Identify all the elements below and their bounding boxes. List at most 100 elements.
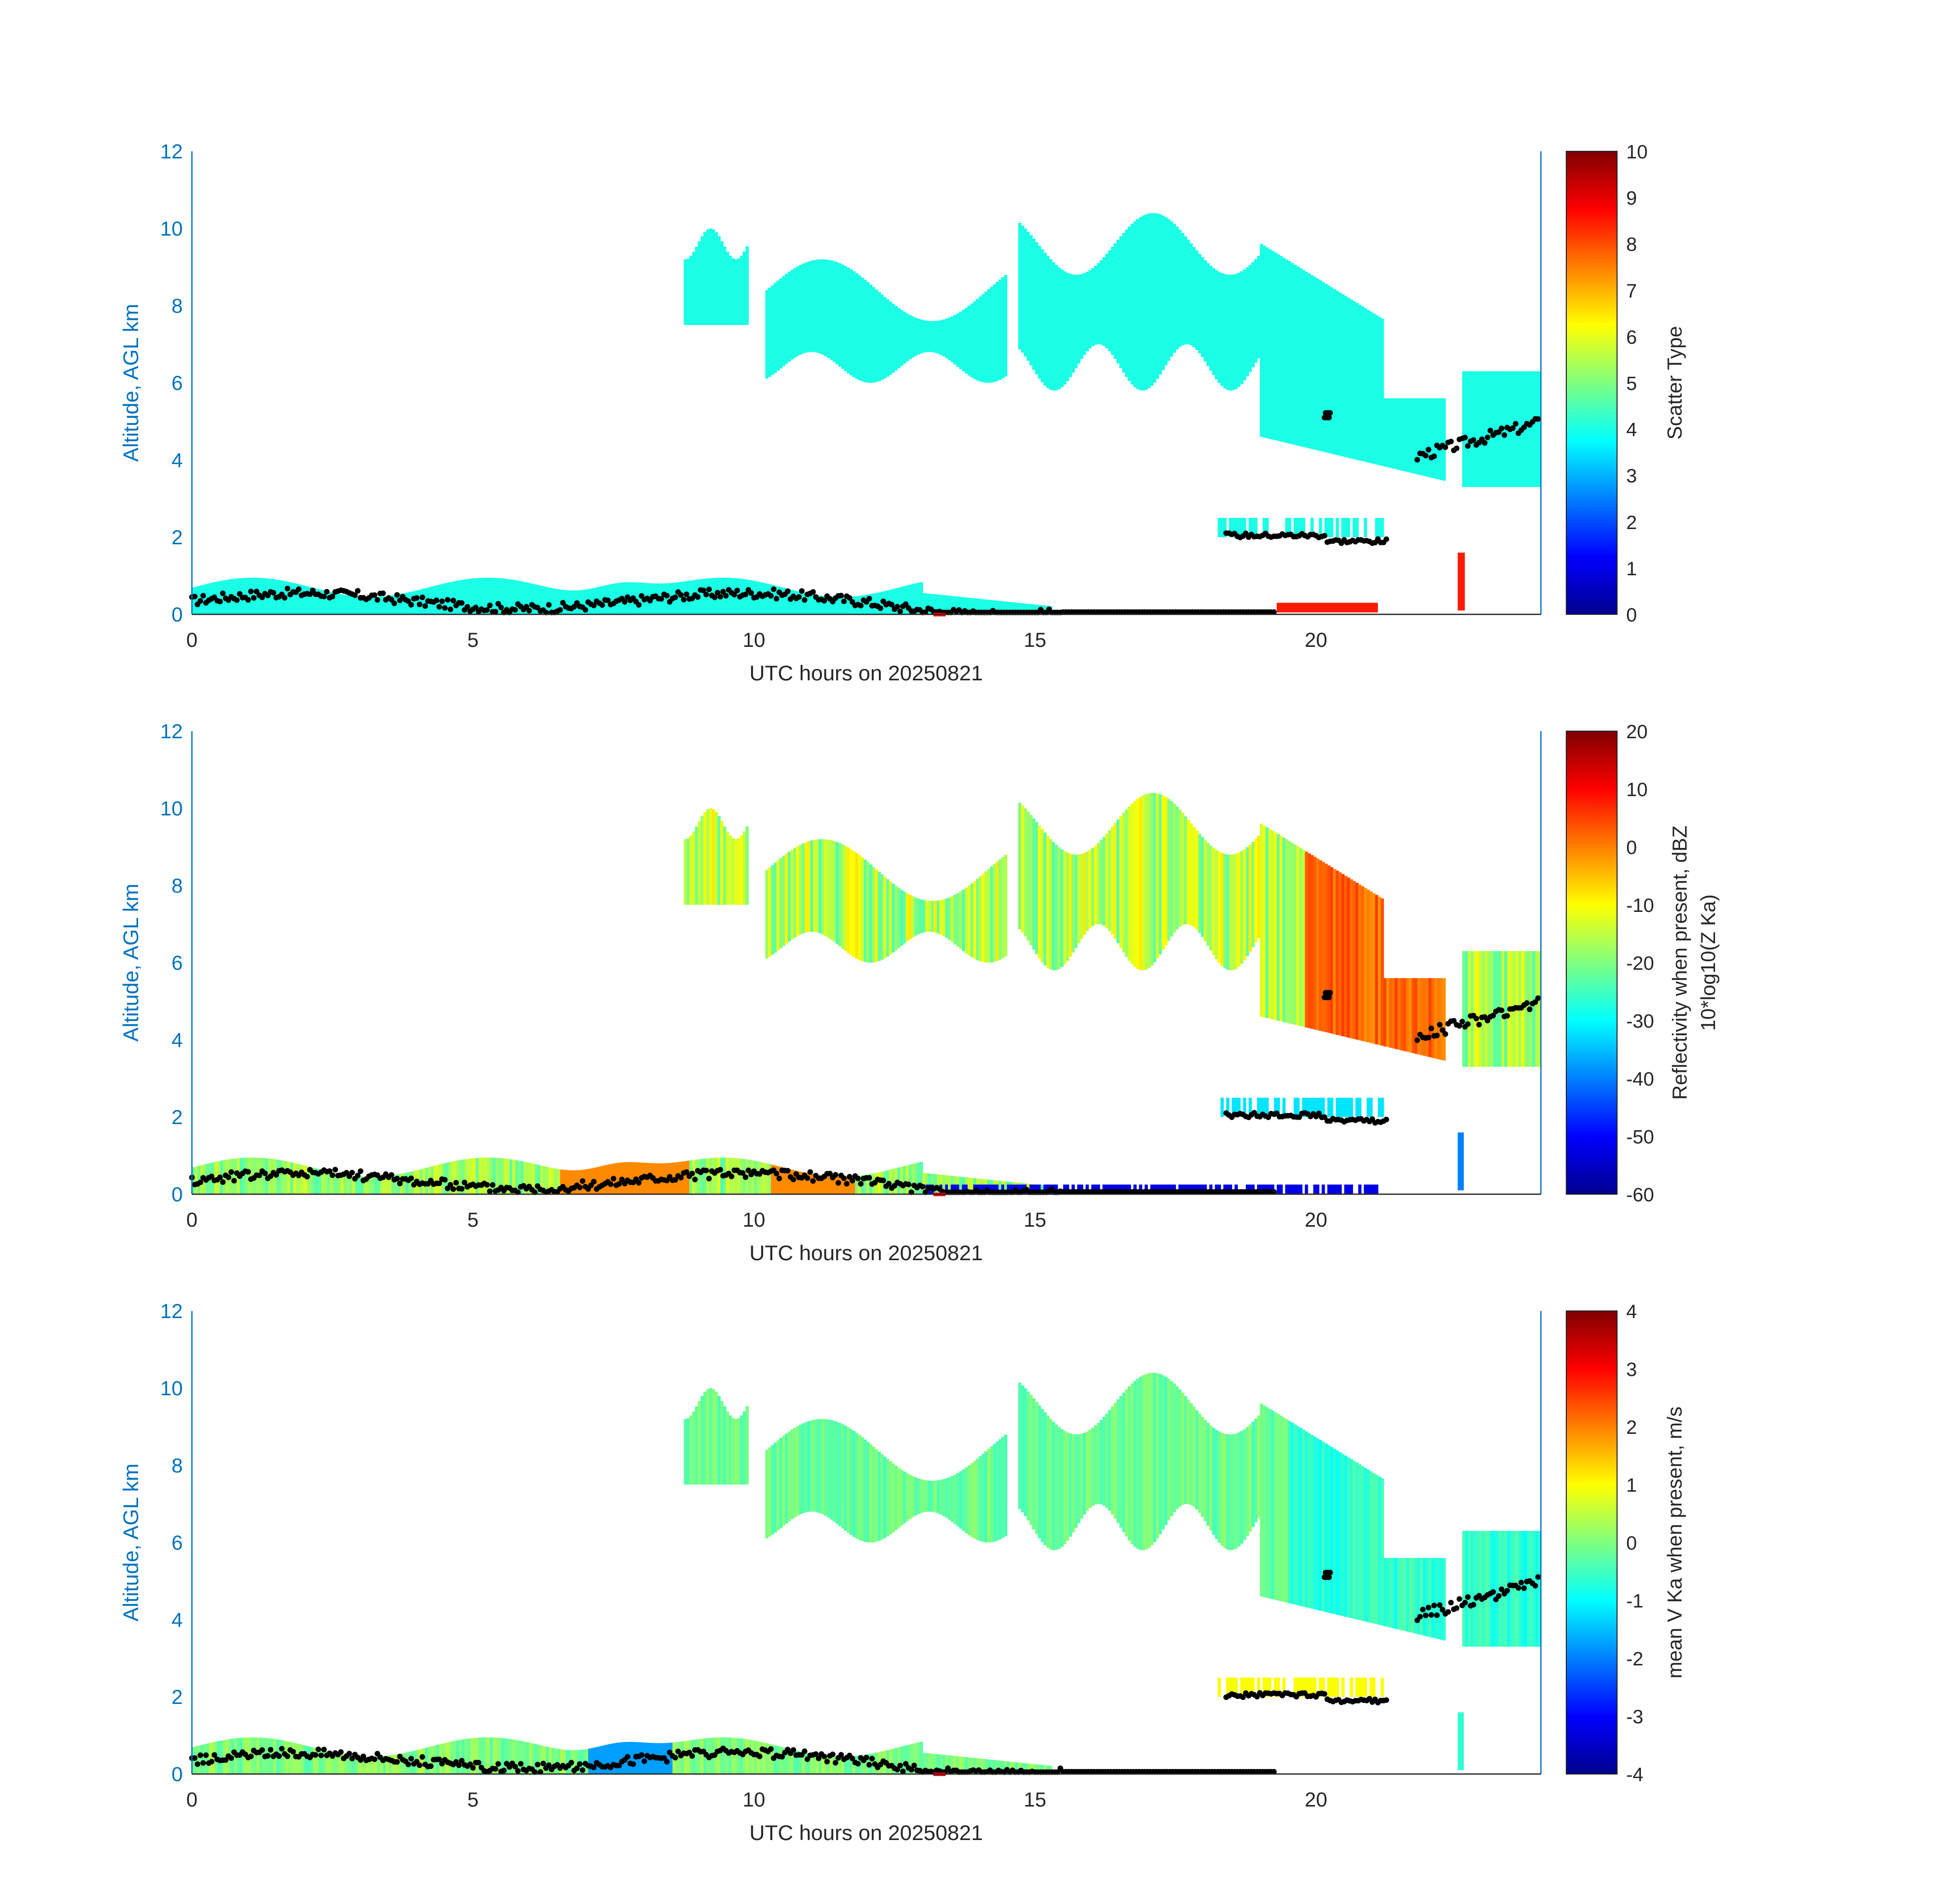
cloud-column: [1485, 951, 1488, 1067]
boundary-layer-column: [458, 1739, 463, 1774]
cloud-base-dot: [849, 1755, 855, 1761]
cloud-base-dot: [672, 594, 678, 600]
cloud-base-dot: [394, 1759, 400, 1765]
cloud-column: [1139, 217, 1142, 390]
cloud-base-dot: [1516, 1585, 1522, 1591]
cloud-column: [1442, 978, 1446, 1061]
boundary-layer-column: [824, 596, 828, 614]
cloud-column: [833, 261, 836, 362]
y-tick: 6: [172, 372, 183, 395]
cloud-column: [1485, 371, 1488, 487]
cloud-base-dot: [512, 1763, 518, 1769]
cloud-column: [813, 260, 816, 352]
boundary-layer-column: [791, 1749, 794, 1774]
cloud-column: [807, 261, 811, 352]
boundary-layer-column: [546, 1167, 549, 1194]
cloud-column: [1243, 269, 1246, 381]
surface-echo: [1305, 1185, 1308, 1194]
boundary-layer-column: [470, 578, 474, 614]
cloud-base-dot: [220, 1179, 226, 1185]
cloud-column: [810, 840, 814, 932]
boundary-layer-column: [892, 1169, 895, 1194]
cloud-column: [1395, 398, 1398, 470]
low-layer: [1380, 1678, 1384, 1697]
cloud-column: [1156, 1373, 1159, 1539]
colorbar-label: mean V Ka when present, m/s: [1664, 1406, 1686, 1679]
cloud-column: [776, 1440, 780, 1531]
cloud-base-dot: [282, 595, 288, 601]
boundary-layer-column: [338, 1173, 342, 1194]
cloud-column: [1473, 951, 1477, 1067]
boundary-layer-column: [804, 1173, 808, 1194]
low-layer: [1257, 1098, 1261, 1117]
boundary-layer-column: [512, 580, 516, 614]
boundary-layer-column: [203, 584, 207, 614]
cloud-column: [1400, 1558, 1404, 1630]
boundary-layer-column: [768, 1164, 772, 1194]
cloud-column: [1097, 1423, 1100, 1504]
boundary-layer-column: [282, 1160, 285, 1194]
boundary-layer-column: [349, 596, 353, 614]
cloud-column: [1479, 951, 1483, 1067]
cloud-column: [833, 1421, 836, 1522]
low-layer: [1262, 1678, 1266, 1697]
cloud-base-dot: [672, 1755, 678, 1761]
cloud-column: [1310, 1434, 1314, 1609]
cloud-column: [1335, 290, 1339, 455]
cloud-base-dot: [256, 1172, 262, 1178]
cloud-column: [863, 1439, 867, 1542]
cloud-column: [1392, 398, 1395, 469]
cloud-column: [686, 838, 690, 905]
cloud-column: [1324, 284, 1328, 452]
boundary-layer-column: [942, 1755, 946, 1774]
boundary-layer-column: [1024, 1763, 1027, 1774]
panel-velocity: 0 5 10 15 20 0 2 4 6 8 10 12 UTC hours o…: [119, 1300, 1686, 1845]
cloud-column: [1262, 245, 1266, 438]
boundary-layer-column: [427, 1747, 432, 1774]
cloud-base-dot: [1470, 1602, 1476, 1608]
cloud-column: [1069, 274, 1072, 377]
cloud-base-dot: [714, 589, 720, 596]
cloud-base-dot: [419, 1754, 425, 1760]
boundary-layer-column: [802, 1752, 805, 1774]
boundary-layer-column: [419, 589, 423, 614]
cloud-column: [1316, 858, 1320, 1030]
cloud-column: [1420, 398, 1424, 476]
cloud-column: [1358, 1464, 1362, 1620]
cloud-base-dot: [658, 596, 664, 602]
boundary-layer-column: [835, 1176, 839, 1194]
boundary-layer-column: [729, 578, 732, 614]
cloud-column: [953, 315, 957, 365]
cloud-column: [1375, 315, 1378, 465]
cloud-column: [1223, 1433, 1227, 1549]
boundary-layer-column: [363, 1176, 367, 1194]
x-tick-labels: 0 5 10 15 20: [186, 1789, 1327, 1811]
cloud-column: [866, 862, 870, 963]
cloud-column: [1293, 844, 1297, 1025]
boundary-layer-column: [262, 1158, 266, 1194]
y-tick: 12: [160, 1300, 183, 1323]
low-layer: [1226, 1678, 1230, 1697]
cloud-base-dot: [886, 1180, 892, 1187]
cloud-column: [1038, 245, 1041, 379]
low-layer: [1293, 1098, 1297, 1117]
cloud-column: [1220, 1433, 1224, 1546]
cloud-column: [959, 311, 963, 369]
surface-echo: [1009, 1185, 1013, 1194]
boundary-layer-column: [388, 596, 392, 614]
cloud-column: [931, 321, 935, 352]
boundary-layer-column: [290, 1162, 294, 1194]
cloud-column: [1245, 267, 1249, 377]
cloud-base-dot: [434, 597, 440, 603]
boundary-layer-column: [919, 1742, 924, 1774]
cloud-column: [1268, 1408, 1272, 1599]
cloud-column: [1411, 1558, 1415, 1633]
boundary-layer-column: [198, 1745, 201, 1774]
cloud-column: [1468, 951, 1471, 1067]
boundary-layer-column: [526, 1742, 530, 1774]
cloud-column: [1094, 266, 1098, 345]
boundary-layer-column: [425, 1747, 429, 1774]
cloud-column: [1293, 265, 1297, 445]
cloud-column: [695, 1406, 699, 1485]
cloud-base-dot: [734, 587, 740, 594]
